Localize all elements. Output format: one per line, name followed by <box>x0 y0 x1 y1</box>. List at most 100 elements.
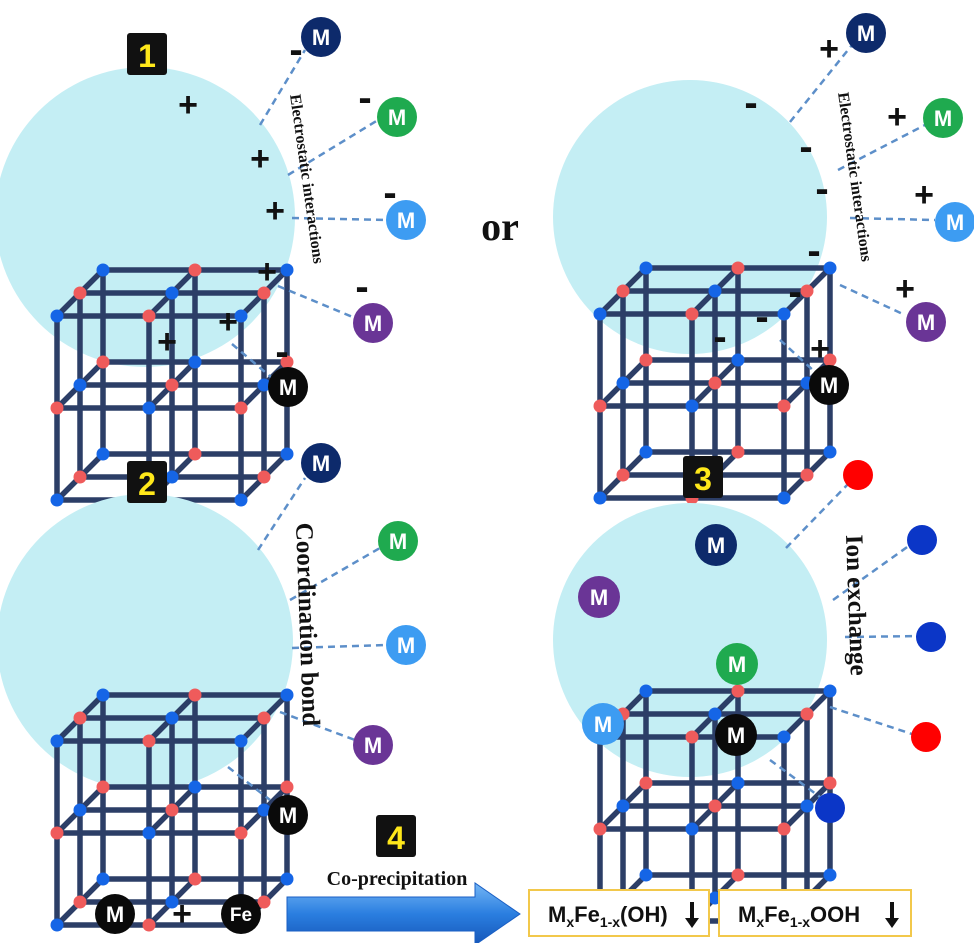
panel-2-ion-purple-disc <box>353 725 393 765</box>
panel-1-cube-charge: + <box>257 253 277 291</box>
panel-3-node-red <box>639 776 653 790</box>
panel-1b-cube-charge: - <box>815 167 828 211</box>
panel-2-node-red <box>280 780 294 794</box>
panel-1b-ion-charge: + <box>914 176 934 214</box>
panel-3-ion-green-disc <box>716 643 758 685</box>
panel-3-line <box>785 481 851 549</box>
panel-1-ion-navy-disc <box>301 17 341 57</box>
panel-1b-node-red <box>800 468 814 482</box>
panel-2-ion-lightblue-label: M <box>397 633 415 658</box>
panel-3-node-blue <box>708 707 722 721</box>
panel-3-number: 3 <box>694 461 712 497</box>
panel-2-label: Coordination bond <box>290 522 324 726</box>
panel-1b-cube-charge: - <box>713 315 726 359</box>
metal-ions: M M M M M M M M M M M M M M M M M M M M <box>268 13 974 835</box>
panel-2-line <box>291 643 387 650</box>
panel-2-node-blue <box>142 826 156 840</box>
panel-3-ion-navy: M <box>695 524 737 566</box>
panel-1-ion-navy: M <box>301 17 341 57</box>
panel-2-node-red <box>188 872 202 886</box>
panel-1b-ion-charge: + <box>819 30 839 68</box>
panel-2-ion-lightblue: M <box>386 625 426 665</box>
panel-1-ion-charge: - <box>289 28 302 72</box>
panel-1b-ion-lightblue-disc <box>935 202 974 242</box>
panel-1b-node-blue <box>823 261 837 275</box>
panel-1-node-blue <box>234 309 248 323</box>
panel-2-framework <box>0 494 294 932</box>
panel-3-node-red <box>823 776 837 790</box>
panel-1-node-blue <box>188 355 202 369</box>
panel-3-ion-green: M <box>716 643 758 685</box>
panel-1b-node-red <box>593 399 607 413</box>
panel-1b-node-blue <box>708 284 722 298</box>
panel-1-cube-charge: + <box>157 323 177 361</box>
panel-2-node-red <box>50 826 64 840</box>
panel-3-exchanged-ion <box>843 460 873 490</box>
panel-1-framework <box>0 67 295 507</box>
panel-3-line <box>844 634 926 639</box>
panel-3-node-blue <box>731 776 745 790</box>
panel-1b-node-red <box>731 445 745 459</box>
panel-1-cube-charge: + <box>178 86 198 124</box>
panel-2-ion-black-label: M <box>279 803 297 828</box>
panel-1-badge: 1 <box>127 33 167 75</box>
panel-1b-ion-purple-disc <box>906 302 946 342</box>
panel-1-node-blue <box>96 263 110 277</box>
panel-1-ion-purple-label: M <box>364 311 382 336</box>
panel-1b-cube-charge: - <box>755 295 768 339</box>
panel-1-cube-charge: + <box>250 140 270 178</box>
panel-1b-ion-charge: + <box>895 270 915 308</box>
panel-1-node-red <box>73 470 87 484</box>
panel-3-ion-purple: M <box>578 576 620 618</box>
panel-1-node-blue <box>280 447 294 461</box>
panel-1b-ion-green-label: M <box>934 106 952 131</box>
interaction-lines <box>227 44 936 801</box>
panel-1-ion-green-label: M <box>388 105 406 130</box>
panel-1-ion-charge: - <box>383 171 396 215</box>
panel-1-node-red <box>188 447 202 461</box>
panel-2-ion-green-label: M <box>389 529 407 554</box>
panel-1b-ion-purple-label: M <box>917 310 935 335</box>
panel-2-node-blue <box>96 688 110 702</box>
panel-2-node-blue <box>280 872 294 886</box>
panel-1b-node-red <box>708 376 722 390</box>
panel-3-ion-black-label: M <box>727 723 745 748</box>
panel-1-node-blue <box>96 447 110 461</box>
panel-3-ion-lightblue-label: M <box>594 712 612 737</box>
panel-3-ion-navy-label: M <box>707 533 725 558</box>
reaction-plus: + <box>172 895 192 933</box>
panel-1b-node-blue <box>593 491 607 505</box>
panel-1-node-blue <box>234 493 248 507</box>
panel-2-ion-black-disc <box>268 795 308 835</box>
panel-1-ion-green: M <box>377 97 417 137</box>
panel-2-node-red <box>165 803 179 817</box>
panel-3-label: Ion exchange <box>840 534 872 676</box>
panel-3-node-blue <box>823 868 837 882</box>
panel-1b-node-blue <box>823 445 837 459</box>
panel-1-ion-purple-disc <box>353 303 393 343</box>
panel-1b-node-blue <box>639 261 653 275</box>
panel-1b-node-blue <box>639 445 653 459</box>
panel-2-node-red <box>73 895 87 909</box>
panel-3-node-red <box>777 822 791 836</box>
panel-2-ion-black: M <box>268 795 308 835</box>
panel-3-node-red <box>708 799 722 813</box>
panel-1b-ion-black-label: M <box>820 373 838 398</box>
panel-1b-ion-navy: M <box>846 13 886 53</box>
panel-3-node-blue <box>777 730 791 744</box>
panel-1-line <box>231 343 273 379</box>
panel-1b-node-blue <box>731 353 745 367</box>
step-4-reaction: M + Fe Co-precipitation MxFe1-x(OH) MxFe… <box>95 868 912 943</box>
panel-3-badge: 3 <box>683 456 723 498</box>
panel-4-badge: 4 <box>376 815 416 857</box>
panel-1-node-red <box>73 286 87 300</box>
panel-1b-ion-lightblue-label: M <box>946 210 964 235</box>
panel-1b-cube-charge: - <box>807 229 820 273</box>
panel-3-ion-black-disc <box>715 714 757 756</box>
panel-2-badge: 2 <box>127 461 167 503</box>
panel-3-ion-purple-label: M <box>590 585 608 610</box>
product-2-box <box>718 889 912 937</box>
panel-1b-ion-lightblue: M <box>935 202 974 242</box>
panel-1-ion-black: M <box>268 367 308 407</box>
panel-2-number: 2 <box>138 466 156 502</box>
